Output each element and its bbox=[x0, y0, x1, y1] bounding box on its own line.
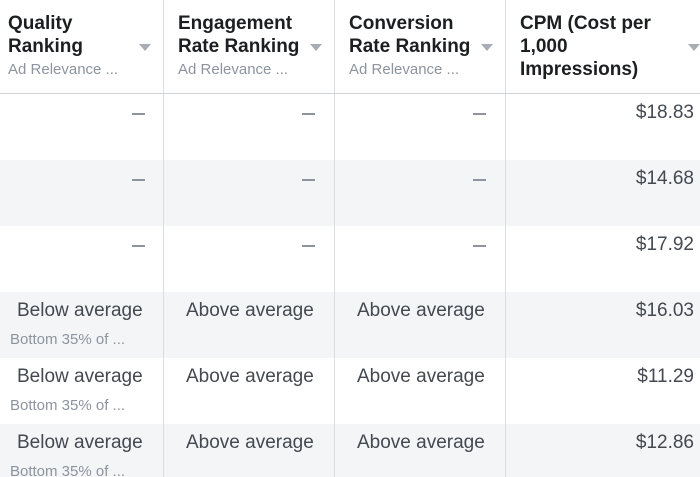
quality-ranking-value: Below average bbox=[17, 300, 143, 321]
engagement-ranking-cell: Above average bbox=[164, 358, 335, 424]
engagement-ranking-value: Above average bbox=[186, 300, 314, 321]
quality-ranking-cell: Below average Bottom 35% of ... bbox=[0, 358, 164, 424]
cpm-cell: $14.68 bbox=[506, 160, 700, 226]
conversion-ranking-cell: Above average bbox=[335, 358, 506, 424]
engagement-ranking-cell bbox=[164, 160, 335, 226]
dash-icon bbox=[473, 245, 486, 247]
conversion-ranking-cell: Above average bbox=[335, 424, 506, 477]
column-title: CPM (Cost per 1,000 Impressions) bbox=[520, 13, 651, 80]
conversion-ranking-value: Above average bbox=[357, 432, 485, 453]
engagement-ranking-cell bbox=[164, 94, 335, 160]
column-title: Conversion Rate Ranking bbox=[349, 13, 471, 57]
conversion-ranking-cell bbox=[335, 226, 506, 292]
caret-down-icon[interactable] bbox=[139, 44, 151, 51]
table-row[interactable]: $17.92 bbox=[0, 226, 700, 292]
quality-ranking-cell bbox=[0, 226, 164, 292]
conversion-ranking-cell bbox=[335, 160, 506, 226]
cpm-value: $16.03 bbox=[635, 300, 694, 321]
dash-icon bbox=[132, 179, 145, 181]
column-title: Engagement Rate Ranking bbox=[178, 13, 300, 57]
engagement-ranking-cell bbox=[164, 226, 335, 292]
table-row[interactable]: Below average Bottom 35% of ... Above av… bbox=[0, 292, 700, 358]
conversion-ranking-cell bbox=[335, 94, 506, 160]
quality-ranking-value: Below average bbox=[17, 366, 143, 387]
dash-icon bbox=[473, 179, 486, 181]
engagement-ranking-cell: Above average bbox=[164, 292, 335, 358]
table-row[interactable]: Below average Bottom 35% of ... Above av… bbox=[0, 358, 700, 424]
dash-icon bbox=[132, 113, 145, 115]
engagement-ranking-cell: Above average bbox=[164, 424, 335, 477]
table-row[interactable]: Below average Bottom 35% of ... Above av… bbox=[0, 424, 700, 477]
table-header: Quality Ranking Ad Relevance ... Engagem… bbox=[0, 0, 700, 94]
conversion-ranking-cell: Above average bbox=[335, 292, 506, 358]
engagement-ranking-value: Above average bbox=[186, 366, 314, 387]
cpm-value: $14.68 bbox=[635, 168, 694, 189]
quality-ranking-detail: Bottom 35% of ... bbox=[10, 331, 126, 348]
conversion-ranking-value: Above average bbox=[357, 300, 485, 321]
engagement-ranking-value: Above average bbox=[186, 432, 314, 453]
dash-icon bbox=[302, 179, 315, 181]
cpm-cell: $16.03 bbox=[506, 292, 700, 358]
dash-icon bbox=[302, 113, 315, 115]
column-subtitle: Ad Relevance ... bbox=[178, 61, 289, 78]
column-subtitle: Ad Relevance ... bbox=[8, 61, 119, 78]
column-title: Quality Ranking bbox=[8, 13, 83, 57]
column-header-engagement-rate-ranking[interactable]: Engagement Rate Ranking Ad Relevance ... bbox=[164, 0, 335, 93]
cpm-value: $12.86 bbox=[635, 432, 694, 453]
column-header-cpm[interactable]: CPM (Cost per 1,000 Impressions) bbox=[506, 0, 700, 93]
dash-icon bbox=[132, 245, 145, 247]
column-header-conversion-rate-ranking[interactable]: Conversion Rate Ranking Ad Relevance ... bbox=[335, 0, 506, 93]
table-row[interactable]: $14.68 bbox=[0, 160, 700, 226]
quality-ranking-detail: Bottom 35% of ... bbox=[10, 463, 126, 477]
caret-down-icon[interactable] bbox=[310, 44, 322, 51]
cpm-cell: $17.92 bbox=[506, 226, 700, 292]
quality-ranking-value: Below average bbox=[17, 432, 143, 453]
table-row[interactable]: $18.83 bbox=[0, 94, 700, 160]
cpm-value: $11.29 bbox=[637, 366, 694, 387]
column-header-quality-ranking[interactable]: Quality Ranking Ad Relevance ... bbox=[0, 0, 164, 93]
quality-ranking-cell bbox=[0, 94, 164, 160]
dash-icon bbox=[473, 113, 486, 115]
column-subtitle: Ad Relevance ... bbox=[349, 61, 460, 78]
quality-ranking-cell bbox=[0, 160, 164, 226]
quality-ranking-detail: Bottom 35% of ... bbox=[10, 397, 126, 414]
quality-ranking-cell: Below average Bottom 35% of ... bbox=[0, 292, 164, 358]
caret-down-icon[interactable] bbox=[481, 44, 493, 51]
cpm-cell: $11.29 bbox=[506, 358, 700, 424]
conversion-ranking-value: Above average bbox=[357, 366, 485, 387]
quality-ranking-cell: Below average Bottom 35% of ... bbox=[0, 424, 164, 477]
cpm-value: $18.83 bbox=[635, 102, 694, 123]
dash-icon bbox=[302, 245, 315, 247]
cpm-cell: $18.83 bbox=[506, 94, 700, 160]
cpm-value: $17.92 bbox=[635, 234, 694, 255]
caret-down-icon[interactable] bbox=[688, 44, 700, 51]
cpm-cell: $12.86 bbox=[506, 424, 700, 477]
